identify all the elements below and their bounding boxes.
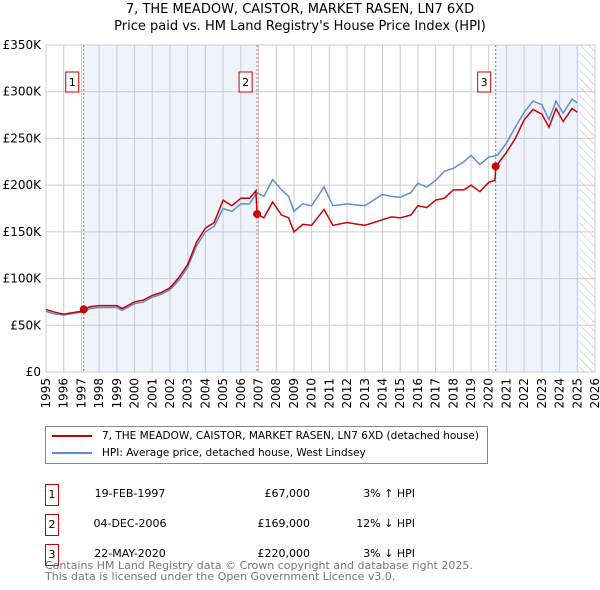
sale-label: 3 bbox=[481, 76, 488, 89]
y-tick-label: £150K bbox=[3, 225, 43, 239]
x-tick-label: 2020 bbox=[482, 378, 496, 409]
legend: 7, THE MEADOW, CAISTOR, MARKET RASEN, LN… bbox=[45, 426, 488, 464]
x-tick-label: 1999 bbox=[110, 378, 124, 409]
x-tick-label: 2012 bbox=[340, 378, 354, 409]
sale-point bbox=[491, 162, 500, 171]
sale-point bbox=[79, 305, 88, 314]
x-tick-label: 1997 bbox=[74, 378, 88, 409]
sale-hpi-diff: 3% ↑ HPI bbox=[363, 487, 415, 500]
x-tick-label: 2018 bbox=[446, 378, 460, 409]
sale-price: £67,000 bbox=[264, 487, 311, 500]
x-tick-label: 2004 bbox=[198, 378, 212, 409]
footer-note: Contains HM Land Registry data © Crown c… bbox=[45, 560, 473, 582]
x-tick-label: 2000 bbox=[128, 378, 142, 409]
x-tick-label: 2001 bbox=[145, 378, 159, 409]
sale-marker-box: 3 bbox=[45, 544, 59, 566]
x-tick-label: 2013 bbox=[358, 378, 372, 409]
sale-price: £169,000 bbox=[257, 517, 311, 530]
y-tick-label: £50K bbox=[10, 318, 42, 332]
sale-marker-box: 1 bbox=[45, 484, 59, 506]
sale-point bbox=[253, 210, 262, 219]
x-tick-label: 1996 bbox=[57, 378, 71, 409]
forecast-hatch bbox=[579, 45, 595, 372]
x-tick-label: 2007 bbox=[252, 378, 266, 409]
legend-label-property: 7, THE MEADOW, CAISTOR, MARKET RASEN, LN… bbox=[102, 430, 479, 442]
x-tick-label: 1995 bbox=[39, 378, 53, 409]
x-tick-label: 2021 bbox=[499, 378, 513, 409]
y-tick-label: £0 bbox=[26, 365, 41, 379]
x-tick-label: 2015 bbox=[393, 378, 407, 409]
legend-label-hpi: HPI: Average price, detached house, West… bbox=[102, 447, 366, 459]
x-tick-label: 2022 bbox=[517, 378, 531, 409]
hpi-line bbox=[45, 98, 578, 316]
x-tick-label: 2025 bbox=[570, 378, 584, 409]
sale-label-box bbox=[238, 71, 253, 93]
plot-border bbox=[45, 44, 596, 373]
x-tick-label: 2008 bbox=[269, 378, 283, 409]
y-tick-label: £350K bbox=[3, 38, 43, 52]
x-tick-label: 2023 bbox=[535, 378, 549, 409]
x-tick-label: 2019 bbox=[464, 378, 478, 409]
sale-label: 2 bbox=[242, 76, 249, 89]
legend-red-line bbox=[52, 435, 92, 437]
legend-blue-line bbox=[52, 452, 92, 454]
footer-line-1: Contains HM Land Registry data © Crown c… bbox=[45, 559, 473, 572]
sale-hpi-diff: 3% ↓ HPI bbox=[363, 547, 415, 560]
sale-price: £220,000 bbox=[257, 547, 311, 560]
x-tick-label: 2010 bbox=[305, 378, 319, 409]
y-tick-label: £250K bbox=[3, 131, 43, 145]
sale-hpi-diff: 12% ↓ HPI bbox=[356, 517, 415, 530]
shaded-region bbox=[495, 45, 580, 372]
x-tick-label: 2003 bbox=[181, 378, 195, 409]
x-tick-label: 2011 bbox=[322, 378, 336, 409]
x-tick-label: 2014 bbox=[375, 378, 389, 409]
x-tick-label: 1998 bbox=[92, 378, 106, 409]
x-tick-label: 2024 bbox=[553, 378, 567, 409]
y-tick-label: £300K bbox=[3, 85, 43, 99]
x-tick-label: 2009 bbox=[287, 378, 301, 409]
sale-date: 22-MAY-2020 bbox=[94, 547, 166, 560]
sale-label-box bbox=[477, 71, 492, 93]
sale-row: 2 04-DEC-2006 £169,000 12% ↓ HPI bbox=[45, 514, 445, 538]
plot-area: 1995 1996 1997 1998 1999 2000 2001 2002 2003 2004… bbox=[3, 38, 600, 409]
sale-label: 1 bbox=[69, 76, 76, 89]
chart-title: 7, THE MEADOW, CAISTOR, MARKET RASEN, LN… bbox=[125, 2, 475, 17]
x-tick-label: 2005 bbox=[216, 378, 230, 409]
sale-label-box bbox=[65, 71, 80, 93]
y-tick-label: £200K bbox=[3, 178, 43, 192]
x-tick-label: 2026 bbox=[588, 378, 600, 409]
x-tick-label: 2016 bbox=[411, 378, 425, 409]
x-tick-label: 2017 bbox=[429, 378, 443, 409]
sale-marker-box: 2 bbox=[45, 514, 59, 536]
x-tick-label: 2006 bbox=[234, 378, 248, 409]
chart-subtitle: Price paid vs. HM Land Registry's House … bbox=[114, 19, 486, 34]
sale-row: 3 22-MAY-2020 £220,000 3% ↓ HPI bbox=[45, 544, 445, 568]
sale-date: 04-DEC-2006 bbox=[93, 517, 167, 530]
footer-line-2: This data is licensed under the Open Gov… bbox=[45, 570, 396, 583]
sale-row: 1 19-FEB-1997 £67,000 3% ↑ HPI bbox=[45, 484, 445, 508]
sale-date: 19-FEB-1997 bbox=[94, 487, 166, 500]
y-tick-label: £100K bbox=[3, 272, 43, 286]
x-tick-label: 2002 bbox=[163, 378, 177, 409]
